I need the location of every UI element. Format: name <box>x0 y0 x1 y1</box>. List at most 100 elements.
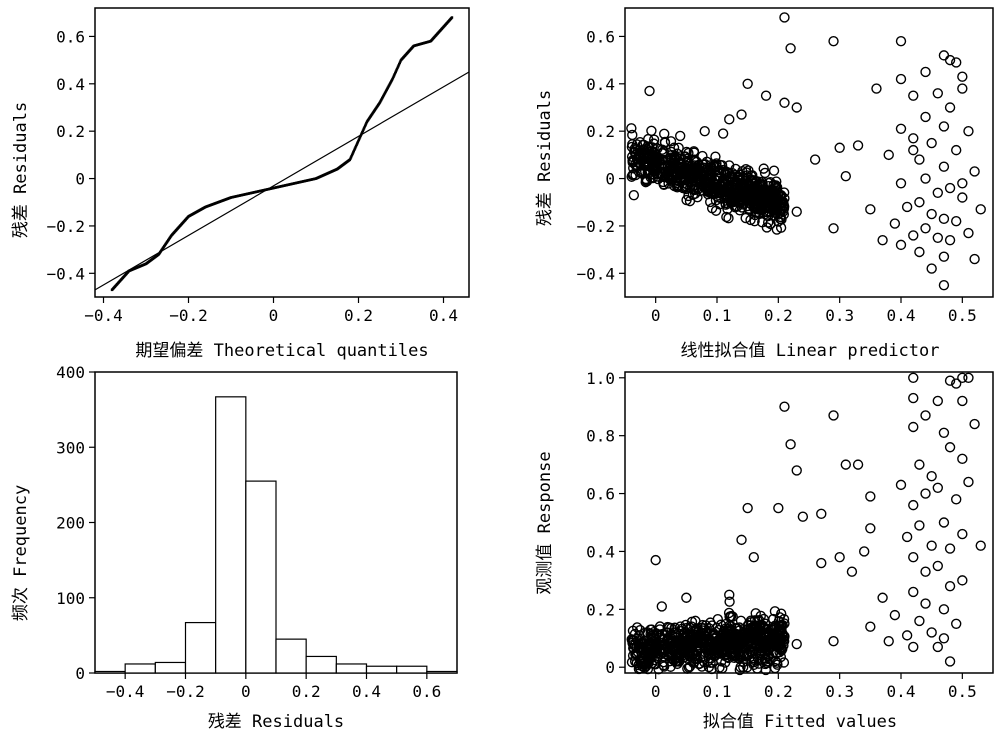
scatter-point <box>724 114 735 125</box>
scatter-point <box>852 459 864 470</box>
scatter-point <box>722 203 733 215</box>
scatter-point <box>816 508 827 520</box>
histogram-bar <box>245 480 277 674</box>
scatter-point <box>626 656 638 668</box>
qq-x-tick-label: 0.2 <box>344 306 373 325</box>
scatter-point <box>865 523 876 534</box>
scatter-point <box>791 102 802 113</box>
scatter-point <box>658 656 669 668</box>
scatter-point <box>689 161 700 173</box>
scatter-point <box>785 439 796 450</box>
scatter-point <box>713 166 725 178</box>
scatter-point <box>748 201 760 213</box>
scatter-point <box>694 658 705 669</box>
qq-x-tick-label: −0.2 <box>169 306 208 325</box>
scatter-point <box>908 144 919 156</box>
scatter-point <box>628 189 640 201</box>
scatter-point <box>646 125 657 136</box>
scatter-point <box>717 663 728 674</box>
scatter-point <box>772 192 783 204</box>
resp-y-tick-label: 0.4 <box>586 542 615 561</box>
scatter-point <box>669 152 680 164</box>
scatter-point <box>640 175 652 186</box>
response-vs-fitted-marks <box>626 372 986 676</box>
qq-y-tick-label: 0 <box>75 170 85 189</box>
scatter-point <box>699 182 710 193</box>
residuals-vs-predictor-panel: 0 0.1 0.2 0.3 0.4 0.5 −0.4 −0.2 0 0.2 0.4 0.6 线性拟合… <box>535 7 994 361</box>
scatter-point <box>777 628 788 639</box>
scatter-point <box>791 465 802 476</box>
scatter-point <box>643 653 654 665</box>
scatter-point <box>944 182 956 194</box>
scatter-point <box>963 476 974 488</box>
qq-point <box>360 132 363 135</box>
scatter-point <box>665 661 676 672</box>
scatter-point <box>920 173 931 184</box>
scatter-point <box>816 557 827 569</box>
scatter-point <box>951 618 962 629</box>
scatter-point <box>748 552 759 563</box>
scatter-point <box>908 392 919 404</box>
qq-point <box>399 60 402 63</box>
scatter-point <box>828 223 839 234</box>
scatter-point <box>650 638 662 649</box>
scatter-point <box>969 418 980 430</box>
scatter-point <box>895 123 907 135</box>
qq-point <box>356 142 359 145</box>
qq-point <box>352 151 355 154</box>
qq-point <box>396 65 400 68</box>
qq-point <box>353 147 357 150</box>
scatter-point <box>696 661 708 672</box>
qq-point <box>397 64 400 67</box>
scatter-point <box>627 650 639 661</box>
resp-y-tick-label: 0.8 <box>586 427 615 446</box>
scatter-point <box>957 71 968 82</box>
scatter-point <box>951 215 962 227</box>
resid-x-tick-label: 0.5 <box>948 306 977 325</box>
qq-point <box>395 67 399 71</box>
scatter-point <box>908 133 919 144</box>
scatter-point <box>756 200 767 211</box>
qq-point <box>356 141 359 144</box>
scatter-point <box>895 479 907 491</box>
scatter-point <box>770 638 782 649</box>
scatter-point <box>828 410 839 421</box>
histogram-bar <box>396 665 428 674</box>
scatter-point <box>741 649 753 661</box>
scatter-point <box>716 628 728 640</box>
qq-y-tick-label: 0.6 <box>56 27 85 46</box>
residual-histogram-y-label: 频次 Frequency <box>11 485 31 621</box>
scatter-point <box>734 622 745 633</box>
scatter-point <box>762 217 774 228</box>
qq-x-tick-label: −0.4 <box>84 306 123 325</box>
scatter-point <box>901 201 913 213</box>
scatter-point <box>914 459 925 470</box>
scatter-point <box>644 142 655 153</box>
scatter-point <box>675 130 686 142</box>
qq-point <box>355 143 358 147</box>
scatter-point <box>635 166 647 178</box>
qq-point <box>398 62 401 66</box>
scatter-point <box>944 234 956 246</box>
histogram-bar <box>305 655 337 674</box>
scatter-point <box>944 54 956 66</box>
qq-point <box>394 71 397 75</box>
scatter-point <box>846 566 858 577</box>
scatter-point <box>724 589 735 601</box>
scatter-point <box>641 659 652 670</box>
scatter-point <box>742 662 753 673</box>
scatter-point <box>647 172 658 184</box>
resp-y-tick-label: 1.0 <box>586 369 615 388</box>
scatter-point <box>957 528 968 540</box>
qq-x-tick-label: 0 <box>269 306 279 325</box>
scatter-point <box>753 658 765 669</box>
scatter-point <box>975 540 986 551</box>
scatter-point <box>745 214 756 226</box>
scatter-point <box>908 552 919 563</box>
qq-y-tick-label: −0.4 <box>46 264 85 283</box>
resp-x-tick-label: 0.4 <box>887 682 916 701</box>
scatter-point <box>721 211 732 223</box>
scatter-point <box>675 621 686 632</box>
hist-x-tick-label: −0.4 <box>106 682 145 701</box>
resid-x-tick-label: 0.2 <box>764 306 793 325</box>
